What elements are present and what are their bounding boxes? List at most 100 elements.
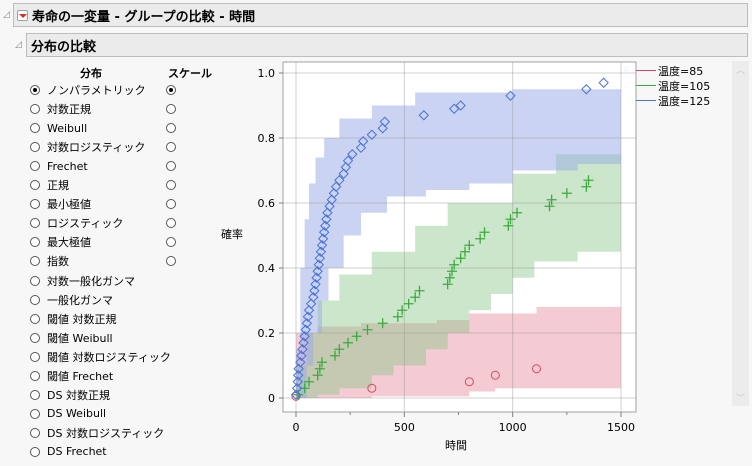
distribution-option[interactable]: ノンパラメトリック [30,82,146,98]
legend-label: 温度=85 [658,64,704,78]
scale-radio[interactable] [166,123,176,134]
confidence-band [296,307,621,398]
distribution-option[interactable]: 対数ロジスティック [30,139,145,155]
distribution-option[interactable]: DS Weibull [30,406,106,422]
scale-radio[interactable] [166,104,176,115]
scroll-down-icon[interactable]: ﹀ [735,394,745,404]
scale-radio[interactable] [166,218,176,229]
distribution-radio[interactable] [30,123,40,134]
scale-radio[interactable] [166,237,176,248]
section-disclosure-icon[interactable]: ◿ [15,40,22,50]
distribution-radio[interactable] [30,256,40,267]
y-axis-label: 確率 [221,228,243,241]
distribution-option[interactable]: 対数正規 [30,101,91,117]
distribution-option[interactable]: DS 対数ロジスティック [30,425,164,441]
distribution-option[interactable]: Weibull [30,120,87,136]
y-tick-label: 0.6 [258,197,276,210]
axes: 0 0.2 0.4 0.6 0.8 1.0 0 500 1000 1500 [258,62,636,434]
distribution-option[interactable]: 指数 [30,253,69,269]
scale-option[interactable] [166,177,183,193]
scale-radio[interactable] [166,161,176,172]
scale-radio[interactable] [166,256,176,267]
distribution-option[interactable]: Frechet [30,158,88,174]
distribution-label: 最小極値 [47,198,91,212]
distribution-option[interactable]: ロジスティック [30,215,123,231]
distribution-option[interactable]: DS 対数正規 [30,387,110,403]
scale-radio[interactable] [166,199,176,210]
distribution-radio[interactable] [30,237,40,248]
distribution-radio[interactable] [30,294,40,305]
distribution-label: DS Frechet [47,445,107,459]
distribution-radio[interactable] [30,180,40,191]
scale-option[interactable] [166,101,183,117]
scale-option[interactable] [166,215,183,231]
distribution-radio[interactable] [30,332,40,343]
distribution-radio[interactable] [30,370,40,381]
x-tick-label: 500 [394,421,415,434]
y-tick-label: 1.0 [258,67,276,80]
distribution-option[interactable]: 閾値 対数ロジスティック [30,349,171,365]
distribution-radio[interactable] [30,142,40,153]
y-tick-label: 0.2 [258,327,276,340]
distribution-option[interactable]: 対数一般化ガンマ [30,273,135,289]
red-triangle-menu-icon[interactable] [17,9,28,21]
distribution-label: 閾値 Weibull [47,331,113,345]
distribution-radio[interactable] [30,351,40,362]
data-series [293,175,594,400]
distribution-label: 最大極値 [47,236,91,250]
distribution-option[interactable]: 閾値 対数正規 [30,311,117,327]
scale-option[interactable] [166,120,183,136]
distribution-option[interactable]: 最大極値 [30,234,91,250]
scale-option[interactable] [166,234,183,250]
distribution-option[interactable]: 正規 [30,177,69,193]
distribution-option[interactable]: 一般化ガンマ [30,292,113,308]
distribution-radio[interactable] [30,218,40,229]
distribution-radio[interactable] [30,313,40,324]
confidence-band [296,154,621,398]
report-header[interactable]: 寿命の一変量 - グループの比較 - 時間 [13,3,748,27]
legend-item: 温度=125 [636,93,710,108]
distribution-label: 指数 [47,255,69,269]
legend-line-icon [636,70,656,71]
gridlines [283,62,636,412]
scale-radio[interactable] [166,142,176,153]
distribution-radio[interactable] [30,446,40,457]
report-title: 寿命の一変量 - グループの比較 - 時間 [32,9,256,25]
scale-radio[interactable] [166,180,176,191]
distribution-column-header: 分布 [80,67,102,80]
distribution-label: DS 対数ロジスティック [47,426,165,440]
legend-label: 温度=125 [658,94,711,108]
distribution-radio[interactable] [30,389,40,400]
data-series [290,77,609,400]
distribution-option[interactable]: 閾値 Weibull [30,330,113,346]
vertical-scrollbar[interactable]: ︿ ﹀ [732,61,749,406]
distribution-label: Frechet [47,159,88,173]
scale-radio[interactable] [166,85,176,95]
distribution-radio[interactable] [30,427,40,438]
scale-option[interactable] [166,196,183,212]
x-axis-label: 時間 [445,439,467,452]
distribution-radio[interactable] [30,408,40,419]
section-title: 分布の比較 [31,39,97,55]
distribution-option[interactable]: 閾値 Frechet [30,368,113,384]
section-header[interactable]: 分布の比較 [26,33,748,57]
distribution-label: 閾値 対数正規 [47,312,117,326]
y-tick-label: 0.4 [258,262,276,275]
distribution-radio[interactable] [30,85,40,95]
distribution-radio[interactable] [30,199,40,210]
scale-option[interactable] [166,158,183,174]
distribution-label: 対数ロジスティック [47,141,146,155]
distribution-option[interactable]: 最小極値 [30,196,91,212]
disclosure-triangle-icon[interactable]: ◿ [3,10,10,20]
scale-option[interactable] [166,82,183,98]
scroll-up-icon[interactable]: ︿ [735,66,745,76]
scale-option[interactable] [166,253,183,269]
distribution-radio[interactable] [30,104,40,115]
distribution-option[interactable]: DS Frechet [30,444,107,460]
distribution-radio[interactable] [30,275,40,286]
distribution-radio[interactable] [30,161,40,172]
legend-line-icon [636,85,656,86]
confidence-band [296,89,621,398]
scale-option[interactable] [166,139,183,155]
